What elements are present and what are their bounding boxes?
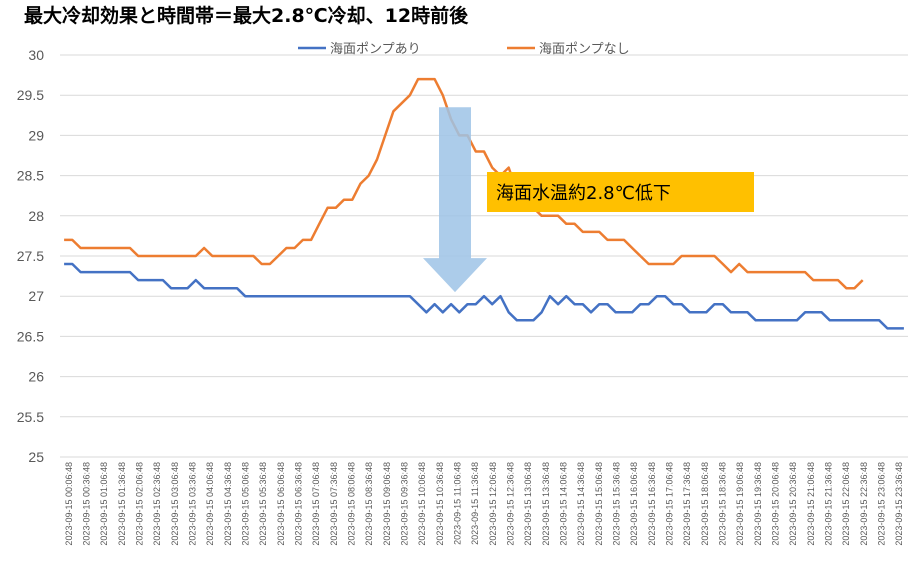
cooling-arrow — [423, 107, 487, 293]
legend: 海面ポンプあり 海面ポンプなし — [298, 42, 630, 57]
x-tick-label: 2023-09-15 17:36:48 — [682, 462, 692, 546]
x-tick-label: 2023-09-15 19:36:48 — [753, 462, 763, 546]
y-tick-label: 26 — [28, 369, 44, 385]
x-tick-label: 2023-09-15 18:06:48 — [700, 462, 710, 546]
x-tick-label: 2023-09-15 16:06:48 — [629, 462, 639, 546]
x-tick-label: 2023-09-15 14:06:48 — [559, 462, 569, 546]
y-axis: 25 25.5 26 26.5 27 27.5 28 28.5 29 29.5 30 — [17, 47, 44, 465]
x-tick-label: 2023-09-15 07:36:48 — [329, 462, 339, 546]
x-tick-label: 2023-09-15 05:06:48 — [241, 462, 251, 546]
x-tick-label: 2023-09-15 01:36:48 — [117, 462, 127, 546]
plot-area — [64, 77, 904, 330]
y-tick-label: 26.5 — [17, 328, 44, 344]
x-tick-label: 2023-09-15 12:06:48 — [488, 462, 498, 546]
x-tick-label: 2023-09-15 16:36:48 — [647, 462, 657, 546]
x-tick-label: 2023-09-15 00:36:48 — [82, 462, 92, 546]
x-tick-label: 2023-09-15 18:36:48 — [718, 462, 728, 546]
x-tick-label: 2023-09-15 15:06:48 — [594, 462, 604, 546]
x-tick-label: 2023-09-15 11:06:48 — [453, 462, 463, 545]
x-tick-label: 2023-09-15 07:06:48 — [311, 462, 321, 546]
x-tick-label: 2023-09-15 20:36:48 — [788, 462, 798, 546]
x-tick-label: 2023-09-15 20:06:48 — [771, 462, 781, 546]
y-tick-label: 27 — [28, 288, 44, 304]
x-tick-label: 2023-09-15 12:36:48 — [506, 462, 516, 546]
callout-text: 海面水温約2.8℃低下 — [496, 183, 671, 204]
series-line-0 — [64, 262, 904, 330]
x-tick-label: 2023-09-15 01:06:48 — [99, 462, 109, 546]
x-tick-label: 2023-09-15 06:36:48 — [294, 462, 304, 546]
x-tick-label: 2023-09-15 15:36:48 — [612, 462, 622, 546]
x-tick-label: 2023-09-15 06:06:48 — [276, 462, 286, 546]
x-tick-label: 2023-09-15 13:06:48 — [523, 462, 533, 546]
x-tick-label: 2023-09-15 10:36:48 — [435, 462, 445, 546]
chart-title: 最大冷却効果と時間帯＝最大2.8℃冷却、12時前後 — [24, 4, 469, 27]
x-tick-label: 2023-09-15 03:36:48 — [188, 462, 198, 546]
x-tick-label: 2023-09-15 08:36:48 — [364, 462, 374, 546]
x-tick-label: 2023-09-15 23:36:48 — [894, 462, 904, 546]
y-tick-label: 28 — [28, 208, 44, 224]
legend-label-with-pump: 海面ポンプあり — [330, 42, 421, 57]
y-tick-label: 25.5 — [17, 409, 44, 425]
x-tick-label: 2023-09-15 00:06:48 — [64, 462, 74, 546]
x-tick-label: 2023-09-15 05:36:48 — [258, 462, 268, 546]
y-tick-label: 27.5 — [17, 248, 44, 264]
x-tick-label: 2023-09-15 09:06:48 — [382, 462, 392, 546]
x-tick-label: 2023-09-15 14:36:48 — [576, 462, 586, 546]
x-tick-label: 2023-09-15 17:06:48 — [665, 462, 675, 546]
x-tick-label: 2023-09-15 03:06:48 — [170, 462, 180, 546]
x-tick-label: 2023-09-15 10:06:48 — [417, 462, 427, 546]
x-tick-label: 2023-09-15 21:36:48 — [824, 462, 834, 546]
y-tick-label: 29 — [28, 127, 44, 143]
x-tick-label: 2023-09-15 04:06:48 — [205, 462, 215, 546]
y-tick-label: 28.5 — [17, 168, 44, 184]
callout-box — [487, 172, 754, 212]
x-tick-label: 2023-09-15 23:06:48 — [877, 462, 887, 546]
x-tick-label: 2023-09-15 02:06:48 — [135, 462, 145, 546]
x-tick-label: 2023-09-15 02:36:48 — [152, 462, 162, 546]
x-tick-label: 2023-09-15 08:06:48 — [347, 462, 357, 546]
y-tick-label: 30 — [28, 47, 44, 63]
y-tick-label: 25 — [28, 449, 44, 465]
annotation: 海面水温約2.8℃低下 — [423, 107, 754, 293]
x-tick-label: 2023-09-15 21:06:48 — [806, 462, 816, 546]
x-tick-label: 2023-09-15 19:06:48 — [735, 462, 745, 546]
x-tick-label: 2023-09-15 13:36:48 — [541, 462, 551, 546]
legend-label-without-pump: 海面ポンプなし — [539, 42, 630, 57]
x-tick-label: 2023-09-15 09:36:48 — [400, 462, 410, 546]
x-tick-label: 2023-09-15 11:36:48 — [470, 462, 480, 545]
x-axis: 2023-09-15 00:06:48 2023-09-15 00:36:48 20… — [64, 462, 904, 546]
y-tick-label: 29.5 — [17, 87, 44, 103]
x-tick-label: 2023-09-15 04:36:48 — [223, 462, 233, 546]
x-tick-label: 2023-09-15 22:06:48 — [841, 462, 851, 546]
x-tick-label: 2023-09-15 22:36:48 — [859, 462, 869, 546]
